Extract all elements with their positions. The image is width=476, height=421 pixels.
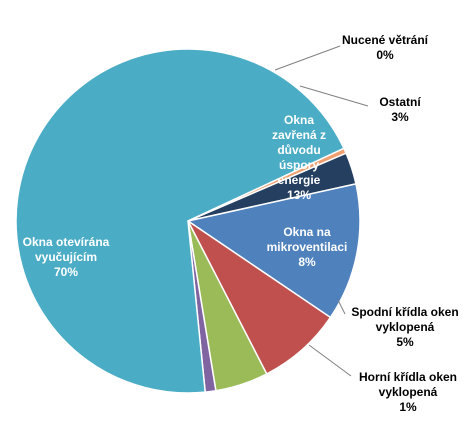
leader-line-1: [299, 85, 369, 107]
slice-label-line: Okna otevírána: [23, 235, 110, 249]
slice-label-line: 13%: [287, 188, 311, 202]
leader-line-0: [274, 45, 341, 71]
slice-label-6: Okna otevírána vyučujícím 70%: [23, 235, 110, 279]
leader-line-4: [337, 299, 346, 315]
slice-label-line: Ostatní: [379, 95, 421, 109]
pie-slice-2: [186, 182, 361, 319]
slice-label-line: 5%: [396, 335, 414, 349]
slice-label-line: 0%: [376, 48, 394, 62]
slice-label-2: Okna zavřená z důvodu úspory energie 13%: [272, 113, 326, 202]
slice-label-line: zavřená z: [272, 128, 326, 142]
slice-label-line: vyklopená: [376, 320, 435, 334]
slice-label-line: 3%: [391, 110, 409, 124]
slice-label-line: vyučujícím: [35, 250, 97, 264]
pie-slice-6: [15, 48, 345, 394]
slice-label-0: Nucené větrání 0%: [342, 33, 429, 62]
leader-line-5: [308, 344, 352, 377]
slice-label-5: Horní křídla oken vyklopená 1%: [359, 370, 457, 414]
slice-label-line: Nucené větrání: [342, 33, 429, 47]
slice-label-line: úspory: [279, 158, 319, 172]
slice-label-line: mikroventilaci: [267, 240, 348, 254]
slice-label-line: Okna: [284, 113, 314, 127]
slice-label-3: Okna na mikroventilaci 8%: [267, 225, 348, 269]
slice-label-line: 8%: [298, 255, 316, 269]
slice-label-line: vyklopená: [379, 385, 438, 399]
slice-label-line: Horní křídla oken: [359, 370, 457, 384]
slice-label-line: 70%: [54, 265, 78, 279]
slice-label-line: Okna na: [283, 225, 331, 239]
slice-label-line: Spodní křídla oken: [351, 305, 458, 319]
slice-label-line: energie: [278, 173, 321, 187]
slice-label-1: Ostatní 3%: [379, 95, 421, 124]
slice-label-line: 1%: [399, 400, 417, 414]
slice-label-line: důvodu: [277, 143, 320, 157]
slice-label-4: Spodní křídla oken vyklopená 5%: [351, 305, 458, 349]
